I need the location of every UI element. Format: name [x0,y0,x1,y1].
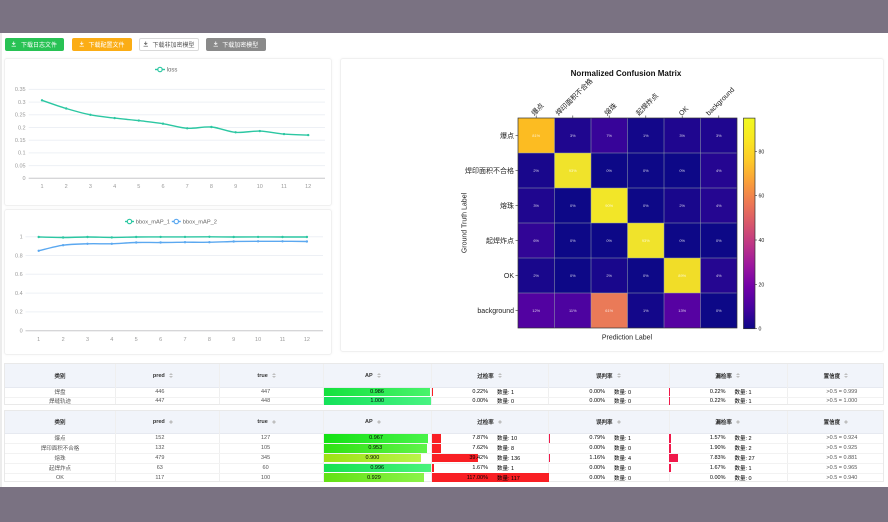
svg-text:2%: 2% [679,203,685,208]
svg-text:2: 2 [62,337,65,343]
svg-text:0%: 0% [679,168,685,173]
svg-text:熔珠: 熔珠 [602,101,618,117]
svg-text:4: 4 [113,184,116,190]
svg-text:0%: 0% [716,238,722,243]
svg-text:3%: 3% [570,133,576,138]
svg-text:12: 12 [305,184,311,190]
svg-text:9: 9 [232,337,235,343]
svg-text:0.3: 0.3 [18,99,26,105]
svg-text:0.6: 0.6 [15,272,23,278]
svg-text:1: 1 [37,337,40,343]
svg-text:2%: 2% [533,273,539,278]
svg-text:3%: 3% [716,133,722,138]
svg-text:0%: 0% [570,238,576,243]
svg-text:9: 9 [234,184,237,190]
svg-text:0%: 0% [716,308,722,313]
svg-text:1%: 1% [643,308,649,313]
svg-text:0.1: 0.1 [18,150,26,156]
svg-text:起焊炸点: 起焊炸点 [486,235,514,244]
svg-text:6: 6 [159,337,162,343]
svg-text:0%: 0% [643,168,649,173]
svg-text:7: 7 [186,184,189,190]
svg-text:10: 10 [257,184,263,190]
svg-text:0.2: 0.2 [18,125,26,131]
svg-text:起焊炸点: 起焊炸点 [634,91,660,117]
svg-text:13%: 13% [678,308,686,313]
svg-text:7%: 7% [606,133,612,138]
svg-text:bbox_mAP_1: bbox_mAP_1 [136,220,170,226]
svg-text:8: 8 [210,184,213,190]
svg-text:0: 0 [759,326,762,332]
svg-text:20: 20 [759,282,765,288]
svg-text:loss: loss [167,67,178,73]
svg-text:Normalized Confusion Matrix: Normalized Confusion Matrix [571,69,682,78]
svg-text:1: 1 [20,235,23,241]
svg-text:2: 2 [65,184,68,190]
svg-text:4%: 4% [716,203,722,208]
svg-text:background: background [705,86,736,117]
svg-text:OK: OK [678,105,690,117]
svg-text:0.15: 0.15 [15,138,26,144]
svg-text:焊印面积不合格: 焊印面积不合格 [554,76,595,117]
svg-text:6: 6 [161,184,164,190]
svg-text:0%: 0% [606,168,612,173]
svg-text:80: 80 [759,149,765,155]
svg-text:0%: 0% [570,203,576,208]
svg-text:93%: 93% [642,238,650,243]
svg-text:焊印面积不合格: 焊印面积不合格 [465,165,514,174]
svg-text:93%: 93% [569,168,577,173]
svg-text:0.25: 0.25 [15,112,26,118]
svg-text:2%: 2% [533,168,539,173]
svg-text:12: 12 [304,337,310,343]
svg-text:Prediction Label: Prediction Label [602,334,653,341]
svg-text:0%: 0% [570,273,576,278]
svg-text:5: 5 [135,337,138,343]
svg-text:5: 5 [137,184,140,190]
svg-text:0.2: 0.2 [15,310,23,316]
svg-text:爆点: 爆点 [500,130,514,139]
svg-text:0%: 0% [606,238,612,243]
svg-text:1: 1 [40,184,43,190]
svg-text:1%: 1% [643,133,649,138]
svg-text:90%: 90% [605,203,613,208]
svg-text:6%: 6% [533,238,539,243]
svg-text:11: 11 [280,337,286,343]
svg-text:0.05: 0.05 [15,163,26,169]
svg-text:3%: 3% [679,133,685,138]
svg-text:11%: 11% [569,308,577,313]
svg-text:7: 7 [183,337,186,343]
svg-text:10: 10 [255,337,261,343]
svg-text:0: 0 [23,176,26,182]
svg-text:0.35: 0.35 [15,87,26,93]
svg-text:0%: 0% [679,238,685,243]
svg-text:3%: 3% [533,203,539,208]
svg-text:2%: 2% [606,273,612,278]
svg-text:40: 40 [759,237,765,243]
svg-text:4%: 4% [716,168,722,173]
svg-text:熔珠: 熔珠 [500,200,514,209]
svg-text:4%: 4% [716,273,722,278]
svg-text:background: background [477,307,514,314]
svg-text:0: 0 [20,329,23,335]
svg-text:4: 4 [110,337,113,343]
svg-text:81%: 81% [532,133,540,138]
svg-text:0%: 0% [643,273,649,278]
svg-text:0.8: 0.8 [15,253,23,259]
svg-text:60: 60 [759,193,765,199]
svg-text:3: 3 [89,184,92,190]
svg-text:61%: 61% [605,308,613,313]
svg-text:89%: 89% [678,273,686,278]
svg-text:bbox_mAP_2: bbox_mAP_2 [183,220,217,226]
svg-text:0%: 0% [643,203,649,208]
svg-text:12%: 12% [532,308,540,313]
svg-text:3: 3 [86,337,89,343]
svg-text:11: 11 [281,184,287,190]
svg-text:8: 8 [208,337,211,343]
svg-text:OK: OK [504,272,514,279]
svg-text:爆点: 爆点 [529,101,545,117]
svg-text:0.4: 0.4 [15,291,23,297]
svg-text:Ground Truth Label: Ground Truth Label [462,192,469,253]
